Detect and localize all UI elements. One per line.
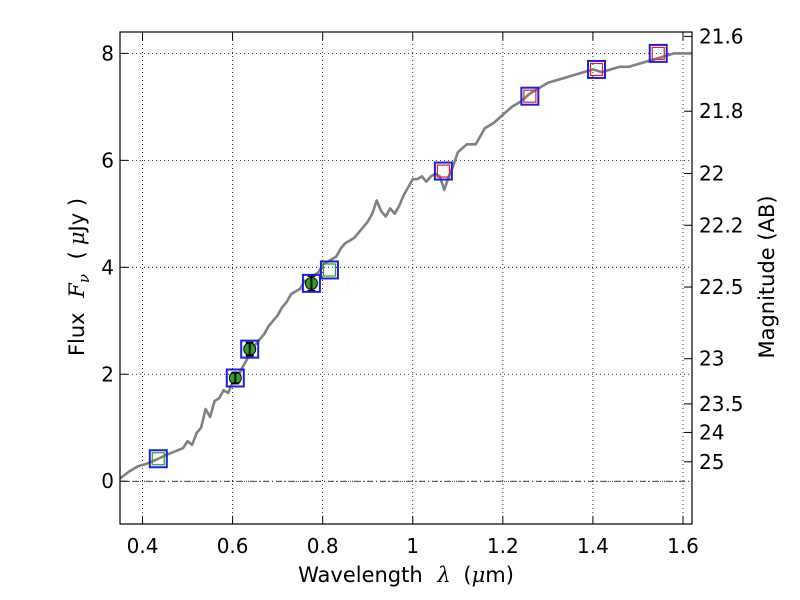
x-tick-label: 1 xyxy=(406,534,419,558)
model-box xyxy=(225,368,245,388)
axes-layer: 0.4 0.6 0.8 1 1.2 1.4 1.60246821.621.82222.222… xyxy=(101,24,743,558)
model-box xyxy=(148,449,168,469)
upper-limit-marker xyxy=(589,62,604,77)
x-axis-title-prefix: Wavelength xyxy=(298,563,423,587)
y-axis-title-prefix: Flux xyxy=(65,312,89,356)
y-tick-label: 2 xyxy=(101,362,114,386)
y-tick-label: 6 xyxy=(101,148,114,172)
model-box xyxy=(319,260,339,280)
y-tick-label: 0 xyxy=(101,469,114,493)
upper-limit-marker xyxy=(151,452,165,466)
y2-tick-label: 22.2 xyxy=(699,213,744,237)
model-box xyxy=(433,161,453,181)
y-axis-title-unit-open: ( xyxy=(65,251,89,259)
model-box xyxy=(587,59,607,79)
upper-limit-marker xyxy=(651,46,665,60)
x-tick-label: 0.4 xyxy=(127,534,159,558)
y2-tick-label: 22.5 xyxy=(699,275,744,299)
y2-tick-label: 22 xyxy=(699,161,724,185)
y2-tick-label: 25 xyxy=(699,450,724,474)
y2-axis-title: Magnitude (AB) xyxy=(755,195,779,358)
spectrum-layer xyxy=(119,52,692,480)
y-axis-title-unit-mu: μ xyxy=(65,231,89,245)
grid xyxy=(120,32,692,524)
model-box xyxy=(301,273,321,293)
y-axis-title-symbol: F xyxy=(65,282,89,299)
x-tick-label: 0.6 xyxy=(217,534,249,558)
upper-limit-marker xyxy=(322,263,337,277)
photometry-layer xyxy=(148,43,668,469)
upper-limit-marker xyxy=(523,89,537,103)
model-box xyxy=(648,43,668,63)
y-axis-title-subscript: ν xyxy=(75,274,93,283)
x-tick-label: 1.6 xyxy=(667,534,699,558)
x-axis-title-symbol: λ xyxy=(436,563,450,587)
upper-limit-marker xyxy=(436,164,450,178)
x-axis-title-unit-mu: μ xyxy=(472,563,486,587)
model-box xyxy=(520,86,540,106)
spectrum-line xyxy=(119,52,692,480)
x-tick-label: 0.8 xyxy=(307,534,339,558)
y-tick-label: 4 xyxy=(101,255,114,279)
y2-tick-label: 21.6 xyxy=(699,24,744,48)
y2-tick-label: 23.5 xyxy=(699,392,744,416)
model-box xyxy=(240,339,260,359)
y-axis-title: Flux Fν ( μJy ) xyxy=(65,198,94,356)
x-tick-label: 1.4 xyxy=(577,534,609,558)
y2-tick-label: 24 xyxy=(699,420,724,444)
plot-frame xyxy=(119,31,693,525)
y-tick-label: 8 xyxy=(101,41,114,65)
y-axis-title-unit-rest: Jy ) xyxy=(65,198,89,234)
x-axis-title-unit-open: ( xyxy=(463,563,471,587)
y2-tick-label: 23 xyxy=(699,347,724,371)
y2-tick-label: 21.8 xyxy=(699,99,744,123)
x-axis-title-unit-rest: m) xyxy=(485,563,514,587)
x-tick-label: 1.2 xyxy=(487,534,519,558)
x-axis-title: Wavelength λ (μm) xyxy=(298,563,514,587)
